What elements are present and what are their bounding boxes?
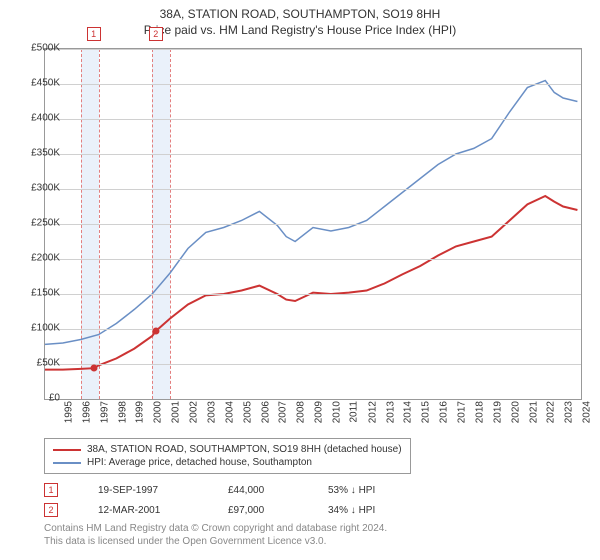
x-axis-label: 2021 — [528, 401, 539, 423]
x-axis-label: 2001 — [170, 401, 181, 423]
x-axis-label: 2012 — [367, 401, 378, 423]
x-axis-label: 1996 — [81, 401, 92, 423]
chart-marker-dot — [152, 328, 159, 335]
x-axis-label: 1995 — [63, 401, 74, 423]
y-axis-label: £100K — [20, 323, 60, 334]
chart-marker-label: 1 — [87, 27, 101, 41]
y-axis-label: £450K — [20, 78, 60, 89]
x-axis-label: 2023 — [564, 401, 575, 423]
event-marker-icon: 1 — [44, 483, 58, 497]
x-axis-label: 2008 — [296, 401, 307, 423]
x-axis-label: 2019 — [492, 401, 503, 423]
series-hpi — [45, 81, 577, 345]
y-axis-label: £400K — [20, 113, 60, 124]
event-price: £97,000 — [228, 505, 288, 516]
x-axis-label: 1999 — [135, 401, 146, 423]
chart-marker-dot — [90, 365, 97, 372]
chart-container: 38A, STATION ROAD, SOUTHAMPTON, SO19 8HH… — [0, 0, 600, 560]
x-axis-label: 2010 — [331, 401, 342, 423]
y-axis-label: £350K — [20, 148, 60, 159]
x-axis-label: 2013 — [385, 401, 396, 423]
chart-plot-area: 1995199619971998199920002001200220032004… — [44, 48, 582, 400]
x-axis-label: 1997 — [99, 401, 110, 423]
legend-item: 38A, STATION ROAD, SOUTHAMPTON, SO19 8HH… — [53, 443, 402, 456]
footer-line: Contains HM Land Registry data © Crown c… — [44, 522, 387, 535]
legend-swatch — [53, 462, 81, 464]
legend-item: HPI: Average price, detached house, Sout… — [53, 456, 402, 469]
x-axis-label: 2009 — [313, 401, 324, 423]
legend-swatch — [53, 449, 81, 451]
x-axis-label: 2000 — [153, 401, 164, 423]
footer-line: This data is licensed under the Open Gov… — [44, 535, 387, 548]
x-axis-label: 1998 — [117, 401, 128, 423]
x-axis-label: 2015 — [421, 401, 432, 423]
x-axis-label: 2005 — [242, 401, 253, 423]
event-marker-icon: 2 — [44, 503, 58, 517]
y-axis-label: £500K — [20, 43, 60, 54]
x-axis-label: 2007 — [278, 401, 289, 423]
chart-marker-label: 2 — [149, 27, 163, 41]
x-axis-label: 2003 — [206, 401, 217, 423]
event-price: £44,000 — [228, 485, 288, 496]
x-axis-label: 2024 — [581, 401, 592, 423]
legend-label: HPI: Average price, detached house, Sout… — [87, 457, 312, 468]
chart-title: 38A, STATION ROAD, SOUTHAMPTON, SO19 8HH — [0, 0, 600, 23]
legend-label: 38A, STATION ROAD, SOUTHAMPTON, SO19 8HH… — [87, 444, 402, 455]
event-pct: 34% ↓ HPI — [328, 505, 418, 516]
legend: 38A, STATION ROAD, SOUTHAMPTON, SO19 8HH… — [44, 438, 411, 474]
x-axis-label: 2004 — [224, 401, 235, 423]
y-axis-label: £50K — [20, 358, 60, 369]
events-table: 1 19-SEP-1997 £44,000 53% ↓ HPI 2 12-MAR… — [44, 480, 418, 520]
event-date: 12-MAR-2001 — [98, 505, 188, 516]
x-axis-label: 2020 — [510, 401, 521, 423]
y-axis-label: £0 — [20, 393, 60, 404]
footer-attribution: Contains HM Land Registry data © Crown c… — [44, 522, 387, 548]
event-row: 1 19-SEP-1997 £44,000 53% ↓ HPI — [44, 480, 418, 500]
x-axis-label: 2018 — [474, 401, 485, 423]
x-axis-label: 2002 — [188, 401, 199, 423]
x-axis-label: 2006 — [260, 401, 271, 423]
event-date: 19-SEP-1997 — [98, 485, 188, 496]
series-property — [45, 196, 577, 370]
x-axis-label: 2016 — [438, 401, 449, 423]
event-pct: 53% ↓ HPI — [328, 485, 418, 496]
x-axis-label: 2014 — [403, 401, 414, 423]
y-axis-label: £300K — [20, 183, 60, 194]
x-axis-label: 2017 — [456, 401, 467, 423]
event-row: 2 12-MAR-2001 £97,000 34% ↓ HPI — [44, 500, 418, 520]
y-axis-label: £150K — [20, 288, 60, 299]
y-axis-label: £250K — [20, 218, 60, 229]
y-axis-label: £200K — [20, 253, 60, 264]
x-axis-label: 2022 — [546, 401, 557, 423]
x-axis-label: 2011 — [348, 401, 359, 423]
